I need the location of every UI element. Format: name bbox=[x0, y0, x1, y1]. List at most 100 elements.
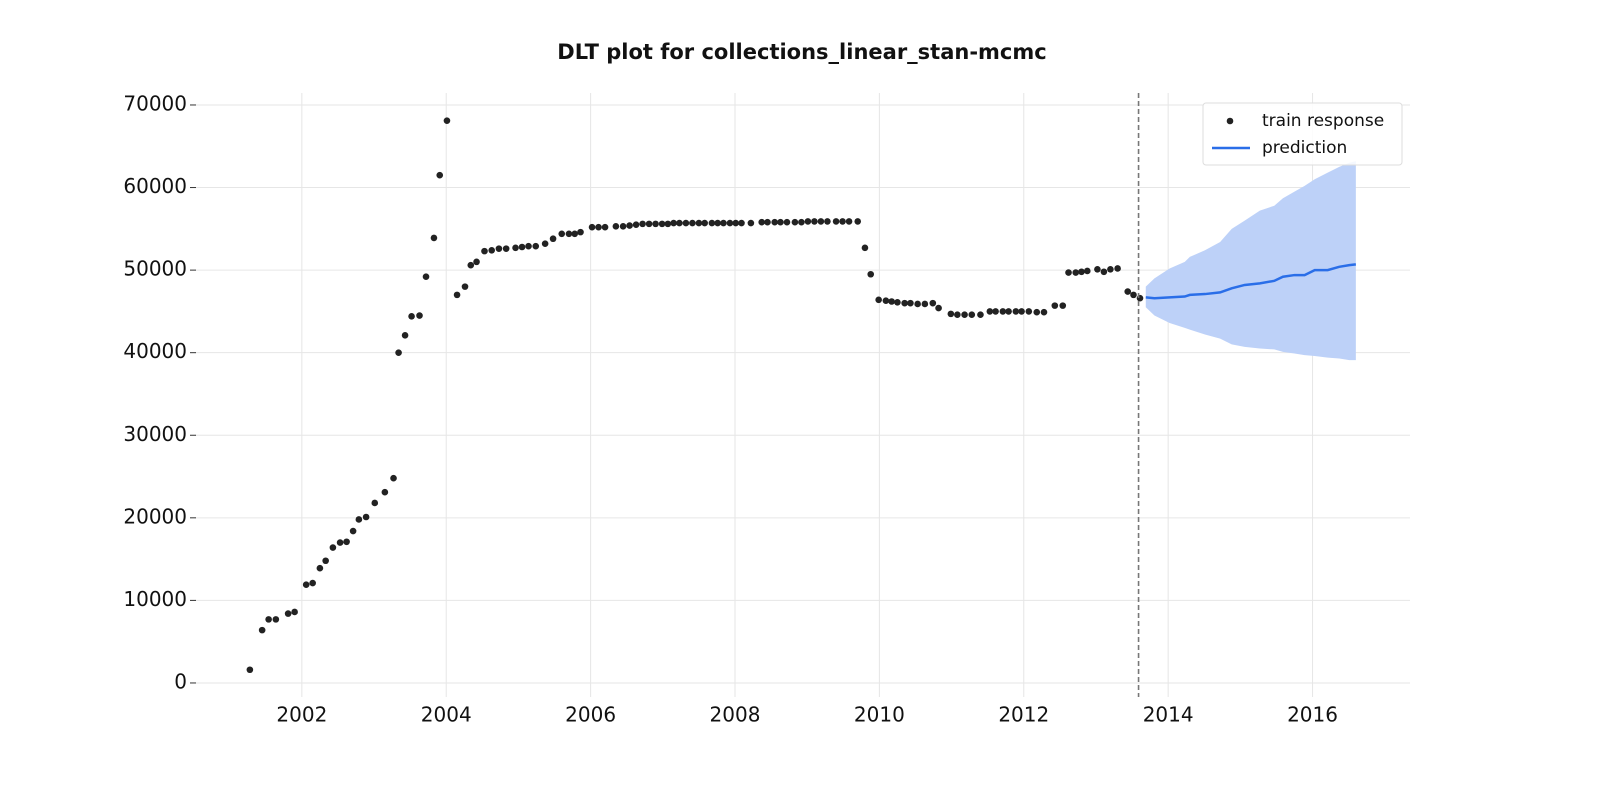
train-point bbox=[588, 223, 596, 231]
train-point bbox=[771, 218, 779, 226]
train-point bbox=[349, 527, 357, 535]
train-point bbox=[390, 474, 397, 482]
train-point bbox=[732, 219, 740, 227]
train-point bbox=[265, 616, 272, 623]
train-point bbox=[626, 222, 633, 229]
train-point bbox=[947, 310, 955, 318]
train-point bbox=[1033, 308, 1041, 316]
legend-label: train response bbox=[1262, 111, 1384, 131]
train-point bbox=[832, 218, 840, 225]
y-tick-label: 40000 bbox=[123, 339, 187, 363]
legend-swatch bbox=[1226, 117, 1234, 125]
train-point bbox=[747, 219, 755, 227]
y-tick-label: 0 bbox=[174, 669, 187, 693]
train-point bbox=[1136, 294, 1144, 302]
train-point bbox=[738, 219, 745, 227]
chart-title: DLT plot for collections_linear_stan-mcm… bbox=[557, 40, 1046, 64]
train-point bbox=[401, 332, 409, 339]
train-point bbox=[443, 117, 451, 124]
train-point bbox=[246, 666, 254, 674]
train-point bbox=[1078, 268, 1085, 276]
train-point bbox=[453, 291, 461, 299]
x-tick-label: 2008 bbox=[710, 703, 761, 727]
train-point bbox=[777, 218, 784, 226]
train-point bbox=[682, 219, 690, 227]
y-tick-label: 20000 bbox=[123, 504, 187, 528]
train-point bbox=[1040, 308, 1048, 316]
train-point bbox=[549, 235, 557, 243]
train-point bbox=[977, 311, 984, 319]
train-point bbox=[1018, 308, 1025, 315]
train-point bbox=[430, 234, 438, 242]
train-point bbox=[336, 539, 344, 546]
train-point bbox=[914, 300, 921, 308]
train-point bbox=[1083, 267, 1091, 275]
train-point bbox=[467, 261, 475, 269]
train-point bbox=[701, 219, 708, 227]
train-point bbox=[302, 581, 310, 589]
prediction-line bbox=[1145, 263, 1357, 300]
train-point bbox=[525, 242, 532, 250]
train-point bbox=[381, 488, 389, 496]
train-point bbox=[436, 171, 444, 179]
train-point bbox=[839, 218, 846, 225]
train-point bbox=[488, 246, 496, 254]
train-point bbox=[817, 218, 825, 225]
train-point bbox=[882, 297, 890, 304]
legend-label: prediction bbox=[1262, 138, 1347, 158]
train-point bbox=[658, 220, 666, 228]
train-point bbox=[1059, 302, 1067, 309]
train-point bbox=[907, 299, 914, 307]
train-point bbox=[968, 311, 976, 319]
train-point bbox=[720, 219, 727, 227]
train-point bbox=[714, 219, 721, 227]
train-point bbox=[652, 220, 659, 228]
train-point bbox=[645, 220, 653, 228]
train-point bbox=[726, 219, 734, 227]
train-point bbox=[272, 616, 280, 623]
train-point bbox=[309, 579, 316, 587]
train-point bbox=[601, 223, 609, 231]
train-point bbox=[291, 608, 298, 616]
train-point bbox=[811, 218, 818, 225]
train-point bbox=[791, 218, 799, 226]
train-point bbox=[929, 299, 937, 307]
y-tick-label: 70000 bbox=[123, 91, 187, 115]
prediction-band bbox=[1145, 161, 1356, 361]
train-point bbox=[619, 223, 627, 230]
train-point bbox=[921, 300, 929, 308]
train-point bbox=[495, 245, 503, 252]
train-point bbox=[371, 499, 379, 507]
train-point bbox=[888, 298, 895, 305]
train-point bbox=[670, 219, 677, 227]
train-point bbox=[894, 299, 901, 306]
train-point bbox=[1025, 308, 1033, 315]
train-point bbox=[824, 218, 831, 225]
train-point bbox=[422, 273, 430, 281]
train-point bbox=[695, 219, 703, 227]
train-point bbox=[676, 219, 683, 227]
train-point bbox=[461, 283, 469, 290]
train-point bbox=[1107, 265, 1114, 273]
train-point bbox=[992, 308, 999, 315]
train-point bbox=[689, 219, 696, 227]
train-point bbox=[708, 219, 716, 227]
train-point bbox=[258, 626, 266, 634]
train-point bbox=[565, 230, 573, 238]
train-point bbox=[1100, 268, 1108, 276]
train-point bbox=[999, 308, 1007, 315]
train-point bbox=[502, 245, 510, 252]
train-point bbox=[481, 247, 488, 255]
train-point bbox=[532, 242, 540, 250]
train-point bbox=[408, 313, 415, 320]
train-point bbox=[355, 516, 363, 523]
train-point bbox=[1130, 291, 1137, 299]
x-tick-label: 2014 bbox=[1143, 703, 1194, 727]
train-point bbox=[854, 218, 862, 225]
train-point bbox=[845, 218, 853, 225]
train-point bbox=[961, 311, 968, 319]
train-point bbox=[935, 304, 942, 312]
train-point bbox=[1065, 269, 1072, 276]
train-point bbox=[362, 513, 370, 521]
train-point bbox=[986, 308, 994, 315]
